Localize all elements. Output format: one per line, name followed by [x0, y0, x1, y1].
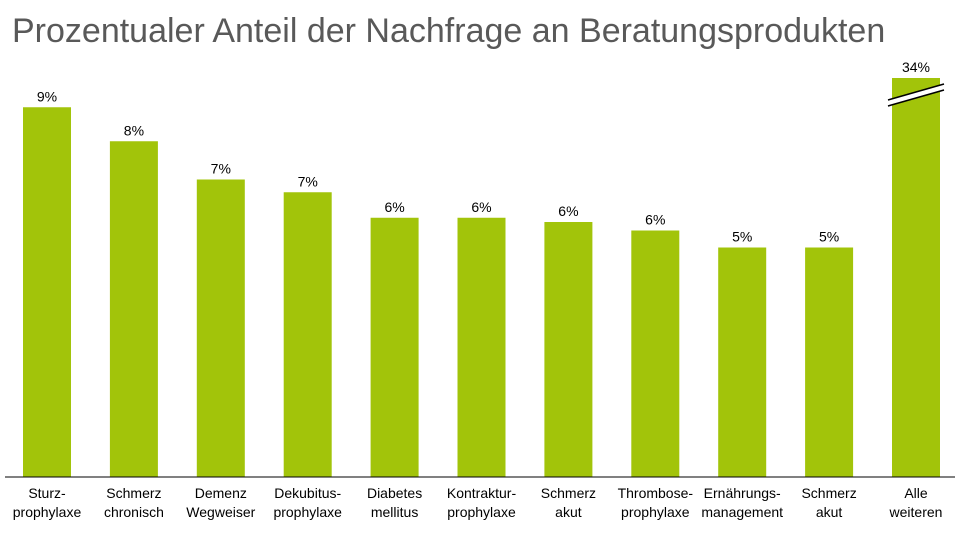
x-tick-label: Schmerz: [106, 485, 161, 501]
data-label: 6%: [384, 199, 404, 215]
data-label: 7%: [211, 161, 231, 177]
bar: [544, 222, 593, 477]
chart-title: Prozentualer Anteil der Nachfrage an Ber…: [12, 12, 886, 50]
x-tick-label: akut: [555, 504, 582, 520]
x-tick-label: Ernährungs-: [704, 485, 781, 501]
bar: [718, 247, 767, 477]
x-tick-label: akut: [816, 504, 843, 520]
x-tick-label: weiteren: [889, 504, 943, 520]
data-label: 6%: [471, 199, 491, 215]
data-label: 6%: [645, 212, 665, 228]
x-tick-label: chronisch: [104, 504, 164, 520]
x-tick-label: prophylaxe: [447, 504, 516, 520]
axis-break-line: [887, 89, 945, 107]
data-label: 5%: [819, 229, 839, 245]
x-tick-label: prophylaxe: [621, 504, 690, 520]
data-label: 6%: [558, 203, 578, 219]
bar: [370, 217, 419, 477]
data-label: 7%: [298, 173, 318, 189]
bar: [457, 217, 506, 477]
bar: [805, 247, 854, 477]
x-tick-label: Demenz: [195, 485, 247, 501]
bar: [631, 230, 680, 477]
axis-break-gap: [888, 84, 944, 106]
bar: [196, 179, 245, 477]
x-tick-label: mellitus: [371, 504, 418, 520]
bar: [23, 107, 71, 477]
x-tick-label: Schmerz: [801, 485, 856, 501]
x-tick-label: Alle: [904, 485, 928, 501]
data-label: 5%: [732, 229, 752, 245]
x-tick-label: Diabetes: [367, 485, 422, 501]
x-tick-label: Sturz-: [28, 485, 66, 501]
bar: [109, 141, 158, 477]
x-tick-label: prophylaxe: [13, 504, 82, 520]
axis-break-line: [887, 83, 945, 101]
x-tick-label: Wegweiser: [186, 504, 255, 520]
x-tick-label: Thrombose-: [618, 485, 694, 501]
bar: [283, 192, 332, 477]
data-label: 9%: [37, 88, 57, 104]
x-tick-label: Kontraktur-: [447, 485, 517, 501]
data-label: 8%: [124, 122, 144, 138]
x-tick-label: management: [701, 504, 783, 520]
x-tick-label: Schmerz: [541, 485, 596, 501]
data-label: 34%: [902, 59, 930, 75]
x-tick-label: prophylaxe: [273, 504, 342, 520]
x-tick-label: Dekubitus-: [274, 485, 341, 501]
bar: [892, 78, 940, 477]
